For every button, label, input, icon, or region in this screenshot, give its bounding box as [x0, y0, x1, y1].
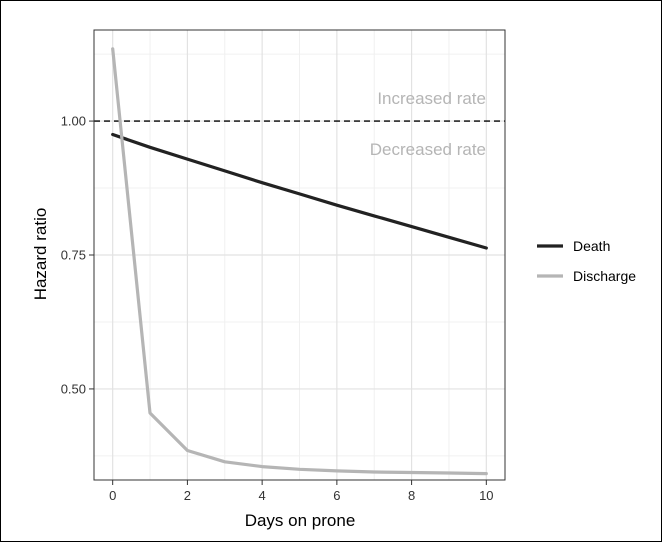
y-tick-label: 1.00 [61, 114, 86, 129]
legend-label-discharge: Discharge [573, 268, 636, 284]
legend: Death Discharge [537, 238, 636, 284]
x-tick-label: 6 [333, 488, 340, 503]
x-tick-label: 10 [479, 488, 493, 503]
x-tick-label: 2 [184, 488, 191, 503]
x-axis-label: Days on prone [245, 511, 356, 530]
series-line-discharge [111, 47, 488, 476]
y-axis-label: Hazard ratio [31, 208, 50, 301]
axes: 0 2 4 6 8 10 0.50 0.75 1.00 [61, 114, 494, 503]
y-tick-label: 0.50 [61, 381, 86, 396]
y-tick-label: 0.75 [61, 248, 86, 263]
x-tick-label: 4 [259, 488, 266, 503]
x-tick-label: 8 [408, 488, 415, 503]
x-tick-label: 0 [109, 488, 116, 503]
annotation-decreased-rate: Decreased rate [370, 140, 486, 159]
annotation-increased-rate: Increased rate [377, 89, 486, 108]
legend-label-death: Death [573, 238, 610, 254]
series-line-death [111, 132, 488, 250]
series-lines [111, 47, 488, 476]
annotations: Increased rate Decreased rate [370, 89, 486, 159]
